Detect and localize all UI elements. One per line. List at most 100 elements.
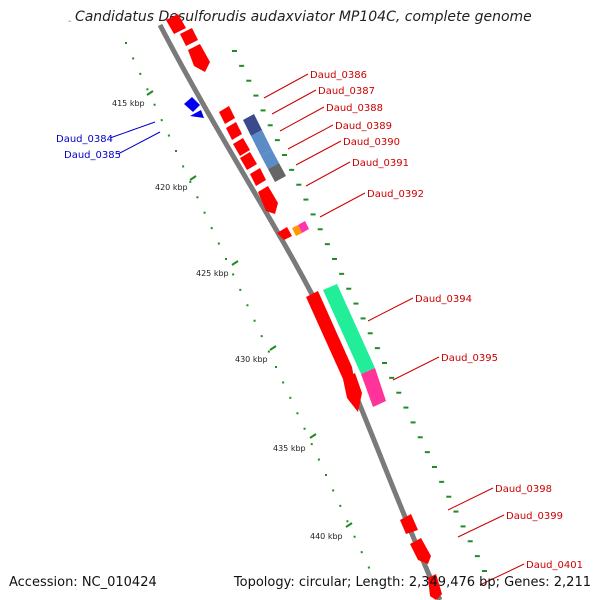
gene-label[interactable]: Daud_0394 <box>415 294 472 305</box>
track-tick <box>446 495 452 498</box>
track-tick <box>303 198 309 201</box>
label-connector <box>447 487 494 511</box>
scale-label: 440 kbp <box>310 532 343 541</box>
gene-label[interactable]: Daud_0386 <box>310 70 367 81</box>
track-tick <box>432 466 437 468</box>
gene-arrow <box>277 227 292 240</box>
label-connector <box>367 297 414 322</box>
outer-tick-track <box>232 50 487 572</box>
track-dot <box>310 443 313 446</box>
track-dot <box>189 180 192 183</box>
gene-label[interactable]: Daud_0395 <box>441 353 498 364</box>
gene-label[interactable]: Daud_0384 <box>56 134 113 145</box>
track-tick <box>289 168 295 171</box>
gene-label[interactable]: Daud_0388 <box>326 103 383 114</box>
track-tick <box>296 183 302 186</box>
gene-arrows-top <box>166 14 210 72</box>
track-dot <box>182 165 185 168</box>
track-dot <box>253 319 256 322</box>
gene-arrow <box>240 152 257 170</box>
accession-label: Accession: NC_010424 <box>9 575 157 590</box>
track-dot <box>375 582 377 584</box>
track-tick <box>346 287 352 290</box>
track-tick <box>260 109 266 112</box>
track-dot <box>160 119 163 122</box>
track-tick <box>367 332 373 335</box>
track-tick <box>403 406 409 409</box>
gene-label[interactable]: Daud_0389 <box>335 121 392 132</box>
cog-block-green <box>323 284 375 374</box>
track-dot <box>275 366 277 368</box>
track-dot <box>167 134 170 137</box>
track-tick <box>239 64 245 67</box>
gene-arrow <box>400 514 418 534</box>
track-dot <box>360 551 363 554</box>
gene-label[interactable]: Daud_0398 <box>495 484 552 495</box>
scale-tick <box>189 175 197 181</box>
track-dot <box>339 504 342 507</box>
scale-markers: 415 kbp 420 kbp 425 kbp 430 kbp 435 kbp 440 k… <box>112 90 353 541</box>
track-dot <box>367 566 370 569</box>
track-tick <box>424 451 430 454</box>
label-connector <box>271 89 317 115</box>
track-tick <box>474 555 480 558</box>
title-marker-icon: ‸ <box>68 12 71 22</box>
track-dot <box>289 396 292 399</box>
track-dot <box>353 535 356 538</box>
track-tick <box>310 213 316 216</box>
gene-arrow <box>428 574 442 600</box>
gene-arrow <box>188 44 210 72</box>
gene-label[interactable]: Daud_0392 <box>367 189 424 200</box>
gene-arrow <box>250 168 266 186</box>
gene-arrow-blue <box>184 97 200 112</box>
track-tick <box>410 421 416 424</box>
label-connector <box>109 121 156 139</box>
track-tick <box>482 570 487 572</box>
label-connector <box>117 131 161 155</box>
track-tick <box>324 243 330 246</box>
track-dot <box>210 227 213 230</box>
gene-arrow <box>410 538 431 564</box>
gene-arrow <box>219 106 235 124</box>
gene-label[interactable]: Daud_0385 <box>64 150 121 161</box>
gene-arrows-mid <box>219 106 292 240</box>
gene-label[interactable]: Daud_0401 <box>526 560 583 571</box>
track-dot <box>267 350 270 353</box>
gene-arrow <box>166 14 186 34</box>
gene-arrow <box>306 291 355 384</box>
track-dot <box>246 304 249 307</box>
cog-block <box>261 150 279 169</box>
gene-arrow <box>233 138 250 156</box>
track-tick <box>339 272 345 275</box>
track-tick <box>282 154 287 156</box>
gene-label[interactable]: Daud_0387 <box>318 86 375 97</box>
track-tick <box>360 317 366 320</box>
track-dot <box>132 57 135 60</box>
gene-labels: Daud_0386 Daud_0387 Daud_0388 Daud_0389 Daud… <box>56 70 583 586</box>
track-dot <box>282 381 285 384</box>
track-tick <box>332 258 337 260</box>
label-connector <box>392 356 440 381</box>
cog-block-pink <box>361 368 386 407</box>
large-genes <box>306 284 386 412</box>
track-dot <box>225 258 227 260</box>
cog-block <box>251 130 272 156</box>
track-tick <box>232 50 237 52</box>
reverse-genes <box>184 97 204 118</box>
track-tick <box>317 228 323 231</box>
track-dot <box>217 242 220 245</box>
label-connector <box>305 161 351 187</box>
gene-label[interactable]: Daud_0399 <box>506 511 563 522</box>
gene-arrow <box>226 122 242 140</box>
track-dot <box>175 150 177 152</box>
gene-arrows-bottom <box>400 514 442 600</box>
track-tick <box>246 79 252 82</box>
scale-label: 415 kbp <box>112 99 145 108</box>
map-title-text: Candidatus Desulforudis audaxviator MP10… <box>74 9 532 25</box>
gene-label[interactable]: Daud_0391 <box>352 158 409 169</box>
track-dot <box>346 520 349 523</box>
scale-tick <box>309 433 317 439</box>
track-tick <box>467 540 473 543</box>
gene-label[interactable]: Daud_0390 <box>343 137 400 148</box>
